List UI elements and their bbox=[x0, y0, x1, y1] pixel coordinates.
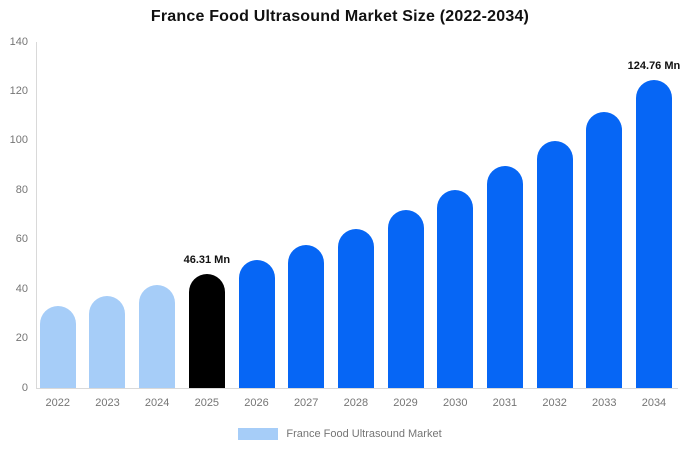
y-tick-20: 20 bbox=[15, 332, 28, 345]
y-tick-80: 80 bbox=[15, 183, 28, 196]
bar-2030[interactable] bbox=[437, 189, 474, 388]
legend-swatch-icon bbox=[238, 428, 279, 440]
x-tick-2026: 2026 bbox=[244, 397, 269, 409]
bar-2022[interactable] bbox=[39, 305, 76, 388]
x-tick-2027: 2027 bbox=[293, 397, 319, 409]
bar-2028[interactable] bbox=[337, 228, 374, 388]
x-tick-2025: 2025 bbox=[194, 397, 220, 409]
x-tick-2034: 2034 bbox=[641, 397, 667, 409]
y-tick-40: 40 bbox=[15, 282, 28, 295]
data-label-2034: 124.76 Mn bbox=[627, 59, 680, 72]
y-axis-line bbox=[36, 42, 37, 389]
y-tick-140: 140 bbox=[9, 35, 28, 48]
y-tick-120: 120 bbox=[9, 84, 28, 97]
bar-2034[interactable] bbox=[635, 79, 672, 388]
legend-label: France Food Ultrasound Market bbox=[286, 427, 442, 440]
bar-2027[interactable] bbox=[288, 245, 325, 388]
x-tick-2029: 2029 bbox=[393, 397, 418, 409]
x-tick-2033: 2033 bbox=[592, 397, 617, 409]
x-tick-2032: 2032 bbox=[542, 397, 567, 409]
y-tick-0: 0 bbox=[21, 381, 28, 394]
bar-2025[interactable] bbox=[188, 273, 225, 388]
x-tick-2028: 2028 bbox=[343, 397, 369, 409]
x-tick-2023: 2023 bbox=[95, 397, 120, 409]
x-tick-2024: 2024 bbox=[144, 397, 170, 409]
bar-2023[interactable] bbox=[89, 296, 126, 388]
bar-2029[interactable] bbox=[387, 210, 424, 388]
bar-2026[interactable] bbox=[238, 260, 275, 388]
bar-2033[interactable] bbox=[586, 111, 623, 388]
bar-2032[interactable] bbox=[536, 140, 573, 388]
y-tick-60: 60 bbox=[15, 233, 28, 246]
chart-title: France Food Ultrasound Market Size (2022… bbox=[150, 8, 530, 25]
data-label-2025: 46.31 Mn bbox=[183, 253, 231, 266]
y-tick-100: 100 bbox=[9, 134, 28, 147]
x-axis-line bbox=[36, 388, 678, 389]
bar-2024[interactable] bbox=[139, 285, 176, 388]
legend[interactable]: France Food Ultrasound Market bbox=[0, 427, 680, 441]
x-tick-2022: 2022 bbox=[45, 397, 71, 409]
bar-2031[interactable] bbox=[486, 166, 523, 388]
x-tick-2031: 2031 bbox=[492, 397, 518, 409]
x-tick-2030: 2030 bbox=[442, 397, 468, 409]
